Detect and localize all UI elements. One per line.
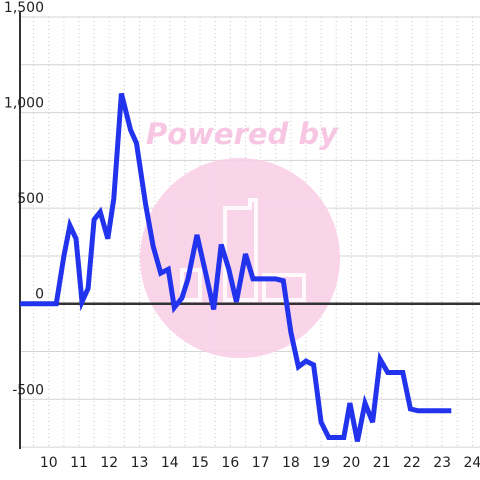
x-tick-label: 12 xyxy=(100,455,118,471)
watermark-circle xyxy=(140,158,340,358)
x-tick-label: 14 xyxy=(161,455,179,471)
x-tick-label: 21 xyxy=(373,455,391,471)
y-tick-label: 1,000 xyxy=(4,96,44,112)
x-tick-label: 13 xyxy=(131,455,149,471)
x-tick-label: 17 xyxy=(252,455,270,471)
series-line xyxy=(20,92,452,442)
y-tick-label: 0 xyxy=(35,287,44,303)
y-tick-label: 1,500 xyxy=(4,0,44,16)
x-tick-label: 24 xyxy=(464,455,480,471)
tick-labels: -500 0 500 1,000 1,500 10 11 12 13 14 15 16 17 18 19 20… xyxy=(4,0,480,471)
y-tick-label: 500 xyxy=(17,191,44,207)
x-tick-label: 18 xyxy=(282,455,300,471)
x-tick-label: 16 xyxy=(221,455,239,471)
y-tick-label: -500 xyxy=(12,382,44,398)
x-tick-label: 15 xyxy=(191,455,209,471)
x-tick-label: 10 xyxy=(40,455,58,471)
watermark-text: Powered by xyxy=(146,117,339,151)
x-tick-label: 23 xyxy=(433,455,451,471)
x-tick-label: 20 xyxy=(342,455,360,471)
watermark: Powered by xyxy=(140,117,340,358)
series-layer xyxy=(20,92,452,442)
axes xyxy=(19,12,480,449)
x-tick-label: 19 xyxy=(312,455,330,471)
x-tick-label: 22 xyxy=(403,455,421,471)
x-tick-label: 11 xyxy=(70,455,88,471)
